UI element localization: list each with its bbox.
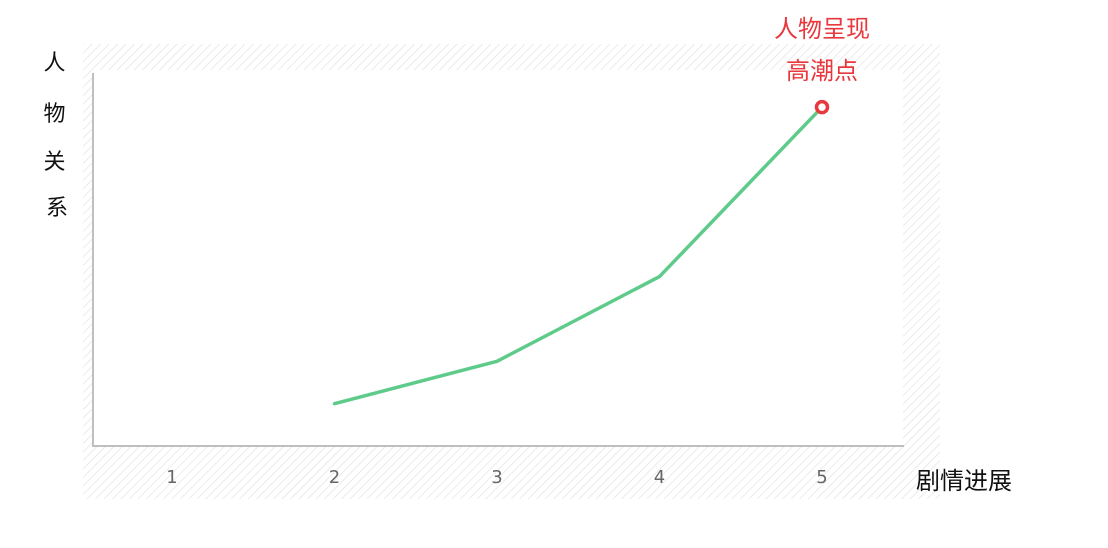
- y-axis-label-char: 关: [43, 150, 65, 175]
- x-tick-labels: 1 2 3 4 5: [166, 467, 827, 488]
- x-tick-label: 2: [329, 467, 340, 488]
- peak-annotation-line: 人物呈现: [774, 15, 870, 43]
- x-tick-label: 4: [654, 467, 665, 488]
- y-axis-label-char: 物: [43, 102, 65, 127]
- plot-area: [93, 70, 903, 446]
- peak-annotation-line: 高潮点: [786, 57, 858, 85]
- series-layer: [332, 105, 824, 406]
- y-axis-label-char: 人: [43, 51, 65, 76]
- x-tick-label: 3: [491, 467, 502, 488]
- y-axis-label: 人 物 关 系: [43, 51, 70, 221]
- series-line: [332, 105, 824, 406]
- y-axis-label-char: 系: [46, 196, 68, 221]
- x-tick-label: 1: [166, 467, 177, 488]
- peak-marker: [814, 99, 830, 115]
- x-axis-label: 剧情进展: [916, 467, 1012, 495]
- x-tick-label: 5: [816, 467, 827, 488]
